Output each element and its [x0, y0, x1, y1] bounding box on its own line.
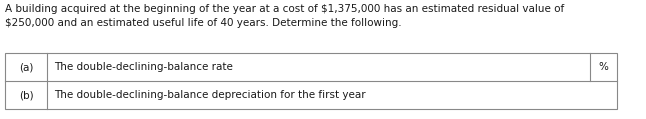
Text: %: % — [599, 62, 609, 72]
Text: (a): (a) — [19, 62, 33, 72]
Text: The double-declining-balance depreciation for the first year: The double-declining-balance depreciatio… — [54, 90, 366, 100]
Text: (b): (b) — [19, 90, 34, 100]
Bar — [5, 53, 617, 109]
Text: $250,000 and an estimated useful life of 40 years. Determine the following.: $250,000 and an estimated useful life of… — [5, 18, 402, 28]
Text: The double-declining-balance rate: The double-declining-balance rate — [54, 62, 233, 72]
Text: A building acquired at the beginning of the year at a cost of $1,375,000 has an : A building acquired at the beginning of … — [5, 4, 564, 14]
